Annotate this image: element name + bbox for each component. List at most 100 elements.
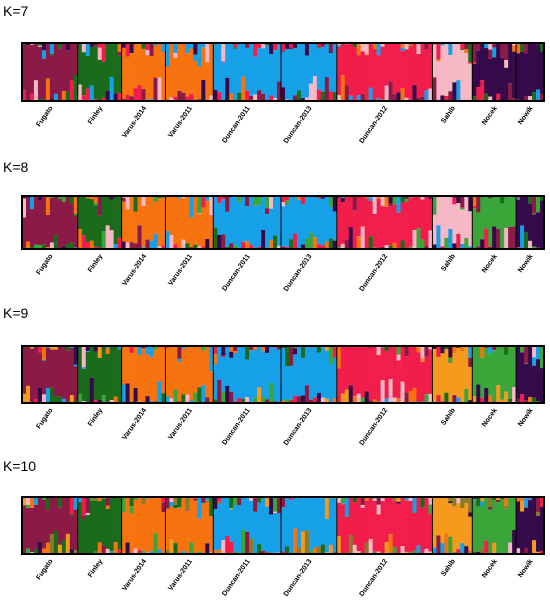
individual-bar (265, 497, 270, 507)
individual-bar (292, 43, 298, 48)
individual-bar (476, 246, 481, 249)
individual-bar (113, 244, 118, 249)
individual-bar (101, 346, 106, 396)
individual-bar (488, 497, 493, 507)
individual-bar (380, 501, 385, 554)
individual-bar (536, 511, 541, 516)
individual-bar (253, 349, 258, 398)
individual-bar (508, 226, 513, 249)
individual-bar (281, 43, 286, 51)
individual-bar (245, 359, 250, 398)
individual-bar (300, 531, 306, 554)
individual-bar (113, 196, 118, 245)
individual-bar (69, 515, 75, 549)
individual-bar (384, 346, 389, 351)
individual-bar (25, 196, 31, 242)
individual-bar (105, 505, 110, 509)
individual-bar (97, 497, 102, 502)
individual-bar (133, 243, 138, 249)
individual-bar (540, 551, 545, 554)
individual-bar (121, 497, 126, 513)
individual-bar (524, 43, 529, 54)
individual-bar (37, 46, 43, 100)
individual-bar (436, 43, 441, 60)
individual-bar (149, 240, 154, 249)
individual-bar (416, 497, 421, 546)
population-label: Duncan-2013 (283, 558, 314, 598)
individual-bar (97, 501, 102, 543)
individual-bar (101, 395, 106, 403)
individual-bar (452, 346, 457, 354)
individual-bar (73, 75, 79, 101)
individual-bar (324, 346, 330, 351)
individual-bar (257, 204, 262, 247)
individual-bar (149, 497, 154, 552)
individual-bar (45, 211, 51, 215)
individual-bar (137, 549, 142, 554)
individual-bar (320, 347, 326, 398)
individual-bar (324, 518, 330, 553)
individual-bar (133, 211, 138, 244)
individual-bar (420, 43, 425, 97)
individual-bar (536, 196, 541, 213)
individual-bar (372, 49, 377, 100)
individual-bar (281, 551, 286, 554)
individual-bar (320, 497, 326, 545)
individual-bar (296, 497, 302, 549)
individual-bar (93, 202, 99, 206)
individual-bar (241, 241, 246, 249)
individual-bar (452, 395, 457, 403)
individual-bar (492, 497, 497, 501)
individual-bar (157, 198, 162, 247)
individual-bar (73, 366, 79, 402)
individual-bar (197, 246, 202, 249)
individual-bar (504, 391, 509, 403)
individual-bar (404, 201, 409, 249)
individual-bar (484, 43, 489, 49)
individual-bar (249, 43, 254, 96)
individual-bar (412, 550, 417, 554)
individual-bar (500, 499, 505, 500)
individual-bar (169, 497, 174, 503)
individual-bar (476, 43, 481, 51)
individual-bar (468, 512, 473, 517)
individual-bar (336, 536, 342, 554)
individual-bar (265, 196, 270, 209)
individual-bar (141, 497, 146, 505)
individual-bar (197, 196, 202, 214)
individual-bar (265, 43, 270, 46)
individual-bar (400, 346, 405, 382)
individual-bar (408, 246, 413, 249)
individual-bar (233, 551, 238, 554)
individual-bar (22, 90, 27, 101)
individual-bar (53, 396, 59, 403)
individual-bar (77, 229, 83, 249)
individual-bar (277, 196, 282, 246)
individual-bar (456, 203, 461, 234)
individual-bar (372, 213, 377, 248)
individual-bar (129, 96, 134, 101)
individual-bar (125, 56, 130, 95)
individual-bar (221, 357, 226, 392)
individual-bar (432, 196, 437, 215)
individual-bar (400, 196, 405, 203)
individual-bar (37, 387, 43, 403)
individual-bar (109, 76, 114, 101)
individual-bar (312, 196, 318, 238)
individual-bar (332, 44, 338, 93)
individual-bar (504, 508, 509, 554)
individual-bar (113, 542, 118, 554)
individual-bar (245, 241, 250, 249)
individual-bar (388, 206, 393, 246)
individual-bar (356, 95, 361, 101)
individual-bar (22, 393, 27, 403)
individual-bar (85, 56, 91, 89)
individual-bar (460, 43, 465, 50)
individual-bar (500, 499, 505, 554)
individual-bar (69, 395, 75, 403)
individual-bar (177, 361, 182, 402)
individual-bar (316, 89, 322, 101)
individual-bar (340, 346, 346, 394)
individual-bar (496, 196, 501, 229)
individual-bar (300, 196, 306, 205)
